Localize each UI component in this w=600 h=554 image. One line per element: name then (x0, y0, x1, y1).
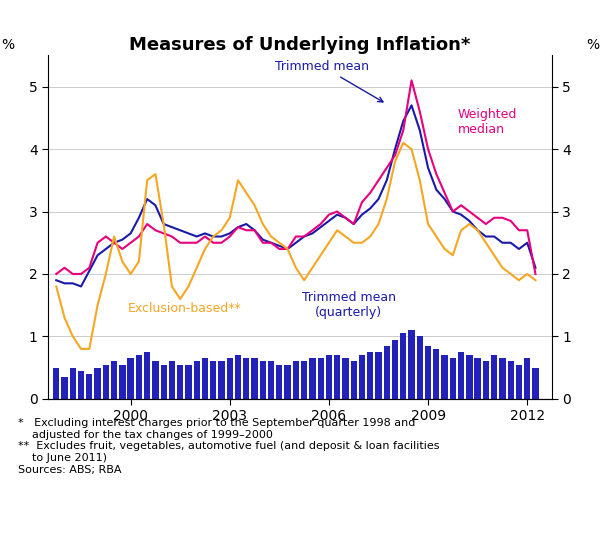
Bar (136, 355, 142, 399)
Bar (61, 377, 68, 399)
Bar (326, 355, 332, 399)
Bar (70, 368, 76, 399)
Text: Weighted
median: Weighted median (458, 109, 517, 136)
Bar (243, 358, 250, 399)
Bar (152, 361, 158, 399)
Text: Trimmed mean
(quarterly): Trimmed mean (quarterly) (302, 291, 396, 320)
Bar (409, 330, 415, 399)
Bar (194, 361, 200, 399)
Bar (433, 349, 439, 399)
Bar (293, 361, 299, 399)
Text: %: % (586, 38, 599, 52)
Bar (400, 334, 406, 399)
Bar (416, 336, 423, 399)
Text: *   Excluding interest charges prior to the September quarter 1998 and
    adjus: * Excluding interest charges prior to th… (18, 418, 439, 475)
Bar (334, 355, 340, 399)
Bar (218, 361, 224, 399)
Bar (177, 365, 184, 399)
Bar (425, 346, 431, 399)
Bar (376, 352, 382, 399)
Bar (78, 371, 84, 399)
Bar (111, 361, 117, 399)
Bar (284, 365, 291, 399)
Bar (383, 346, 390, 399)
Bar (144, 352, 150, 399)
Bar (499, 358, 506, 399)
Bar (392, 340, 398, 399)
Bar (301, 361, 307, 399)
Bar (251, 358, 257, 399)
Bar (103, 365, 109, 399)
Text: Exclusion-based**: Exclusion-based** (127, 302, 241, 315)
Bar (367, 352, 373, 399)
Bar (483, 361, 489, 399)
Bar (343, 358, 349, 399)
Bar (466, 355, 473, 399)
Bar (202, 358, 208, 399)
Bar (508, 361, 514, 399)
Bar (94, 368, 101, 399)
Bar (119, 365, 125, 399)
Bar (450, 358, 456, 399)
Bar (524, 358, 530, 399)
Bar (268, 361, 274, 399)
Bar (442, 355, 448, 399)
Bar (276, 365, 283, 399)
Text: %: % (1, 38, 14, 52)
Text: Measures of Underlying Inflation*: Measures of Underlying Inflation* (130, 36, 470, 54)
Bar (260, 361, 266, 399)
Text: Trimmed mean: Trimmed mean (275, 60, 383, 102)
Bar (516, 365, 522, 399)
Bar (491, 355, 497, 399)
Bar (350, 361, 357, 399)
Bar (53, 368, 59, 399)
Bar (185, 365, 191, 399)
Bar (161, 365, 167, 399)
Bar (169, 361, 175, 399)
Bar (210, 361, 217, 399)
Bar (458, 352, 464, 399)
Bar (235, 355, 241, 399)
Bar (475, 358, 481, 399)
Bar (359, 355, 365, 399)
Bar (317, 358, 324, 399)
Bar (127, 358, 134, 399)
Bar (532, 368, 539, 399)
Bar (86, 374, 92, 399)
Bar (227, 358, 233, 399)
Bar (309, 358, 316, 399)
